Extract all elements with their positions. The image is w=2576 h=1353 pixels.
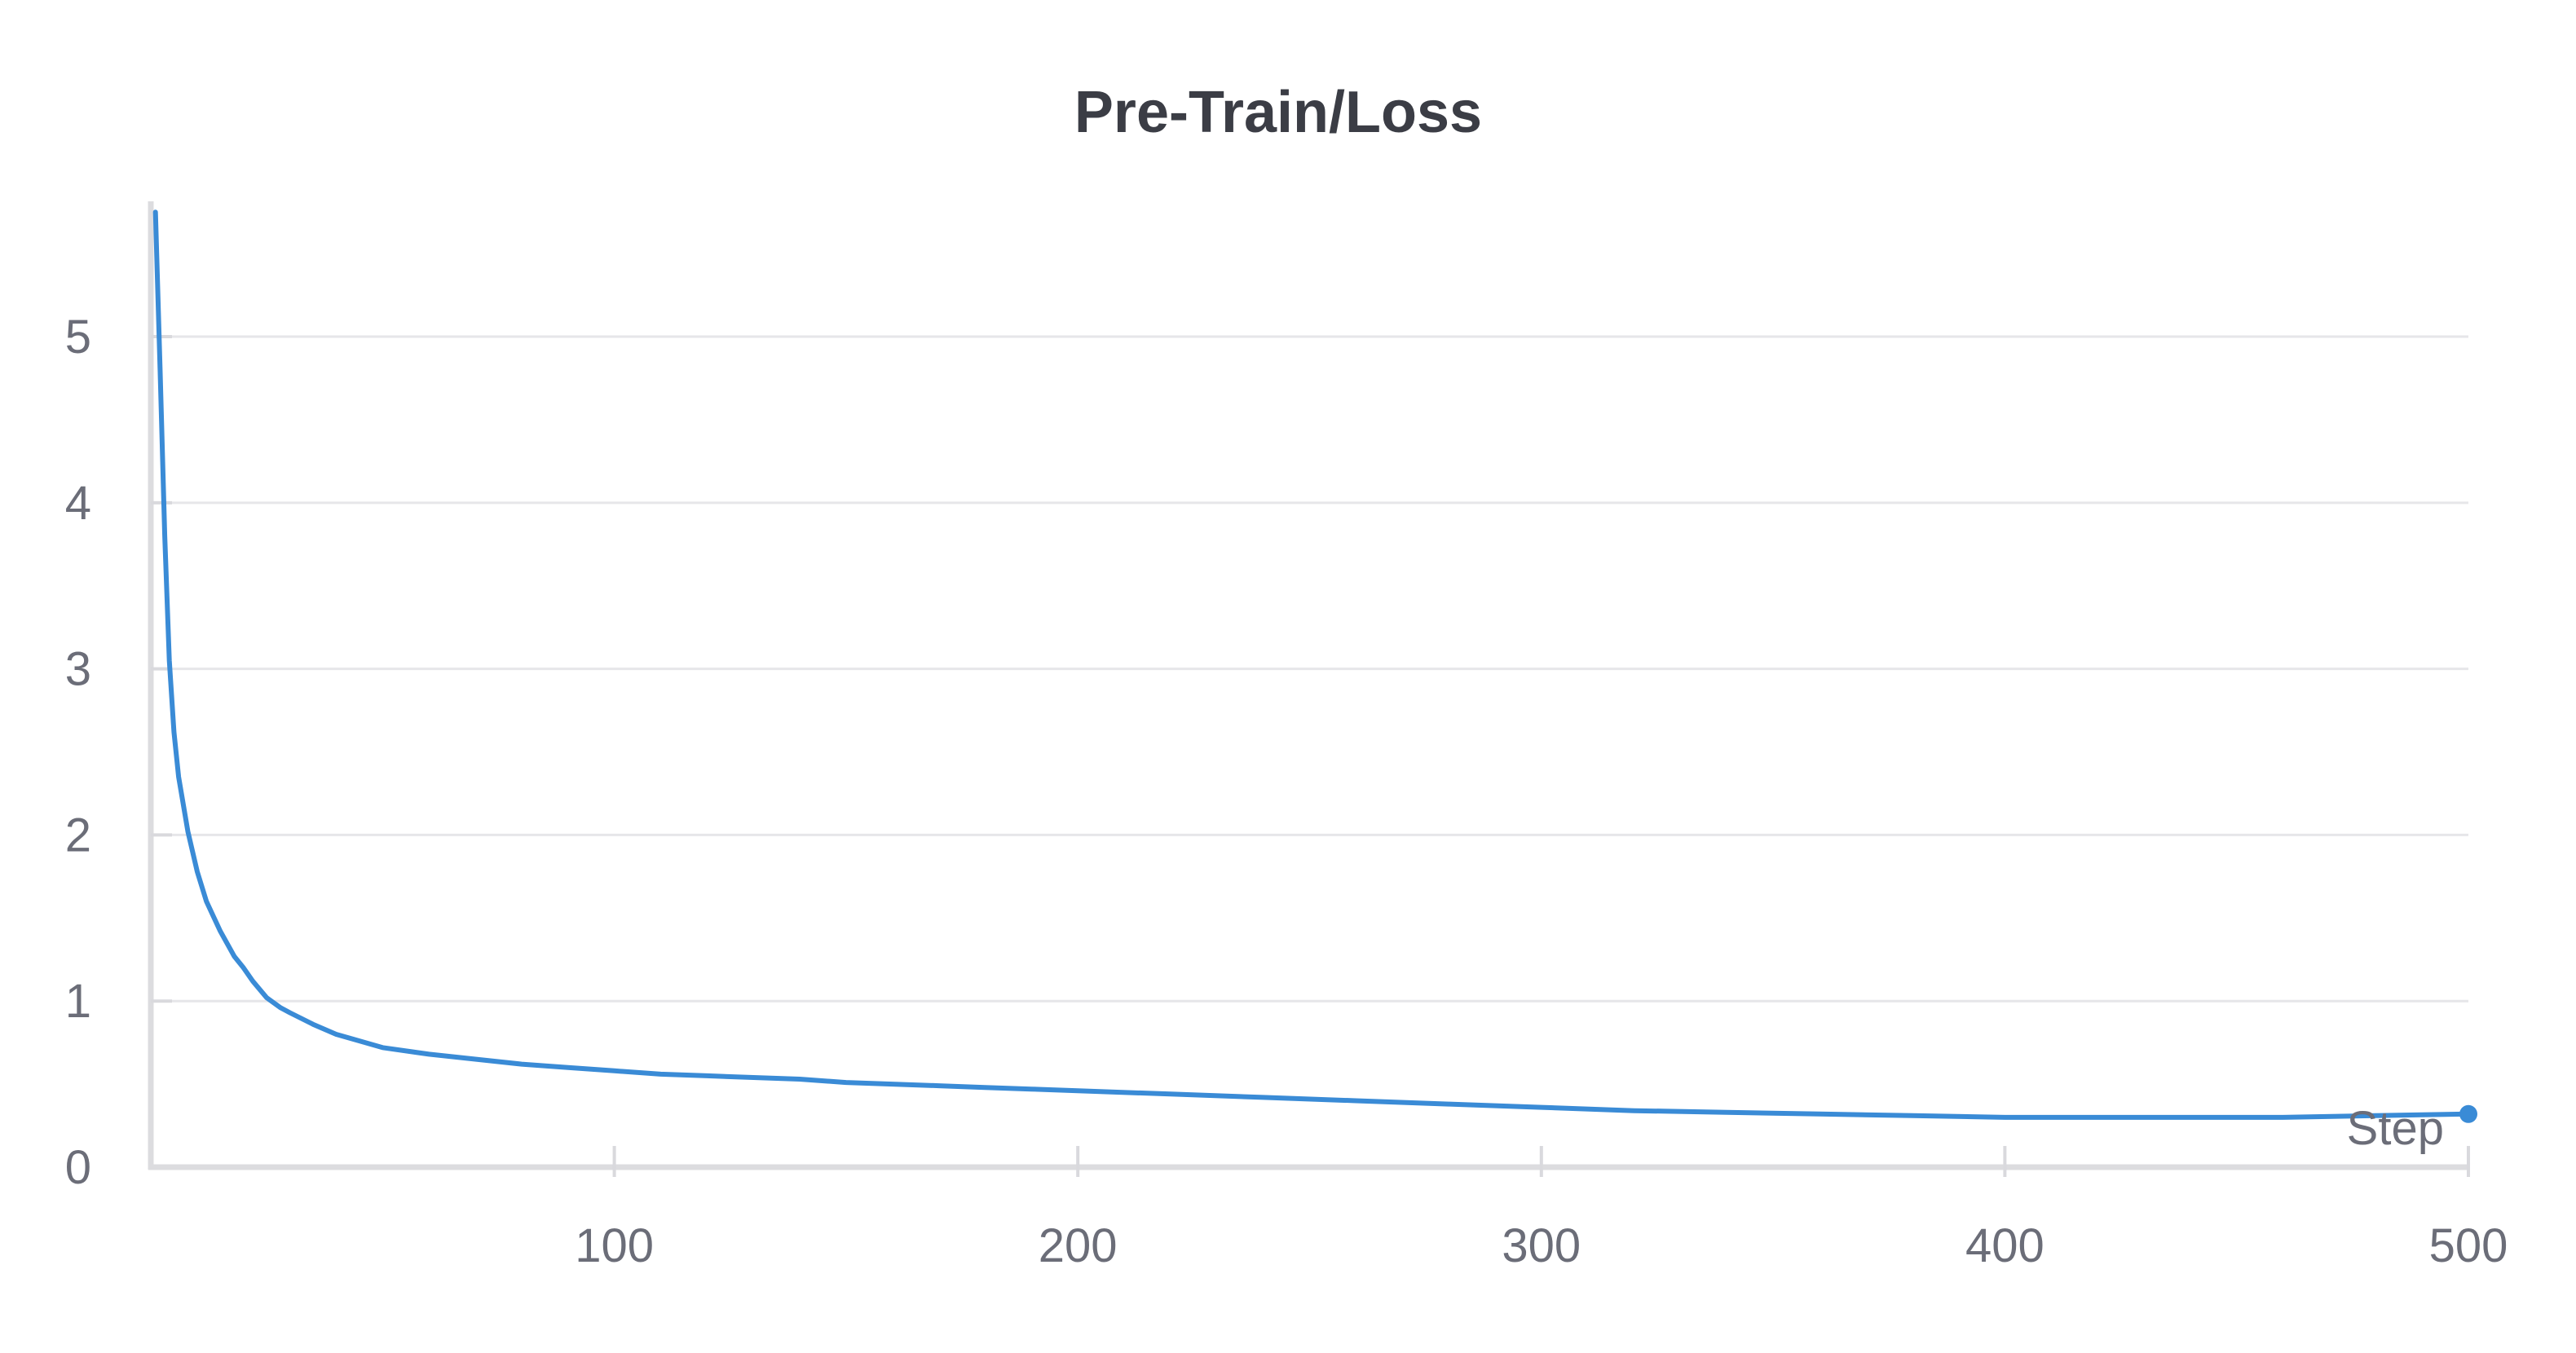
- y-tick-label: 5: [65, 311, 91, 364]
- series-group: [152, 209, 2477, 1123]
- y-axis-ticks: 0 1 2 3 4 5: [65, 311, 172, 1194]
- axes: [148, 201, 2468, 1170]
- x-tick-label: 100: [575, 1219, 654, 1272]
- x-axis-label: Step: [2347, 1102, 2444, 1155]
- x-tick-label: 400: [1965, 1219, 2044, 1272]
- x-tick-label: 200: [1039, 1219, 1118, 1272]
- chart-title: Pre-Train/Loss: [1074, 80, 1482, 145]
- y-tick-label: 2: [65, 809, 91, 862]
- last-point-marker: [2459, 1104, 2477, 1123]
- x-tick-label: 500: [2429, 1219, 2508, 1272]
- y-tick-label: 4: [65, 477, 91, 530]
- y-tick-label: 3: [65, 643, 91, 696]
- y-tick-label: 0: [65, 1141, 91, 1194]
- y-tick-label: 1: [65, 975, 91, 1028]
- x-tick-label: 300: [1502, 1219, 1581, 1272]
- grid-lines: [151, 335, 2468, 1003]
- loss-line: [152, 209, 2471, 1120]
- x-axis-ticks: 100 200 300 400 500: [575, 1146, 2508, 1272]
